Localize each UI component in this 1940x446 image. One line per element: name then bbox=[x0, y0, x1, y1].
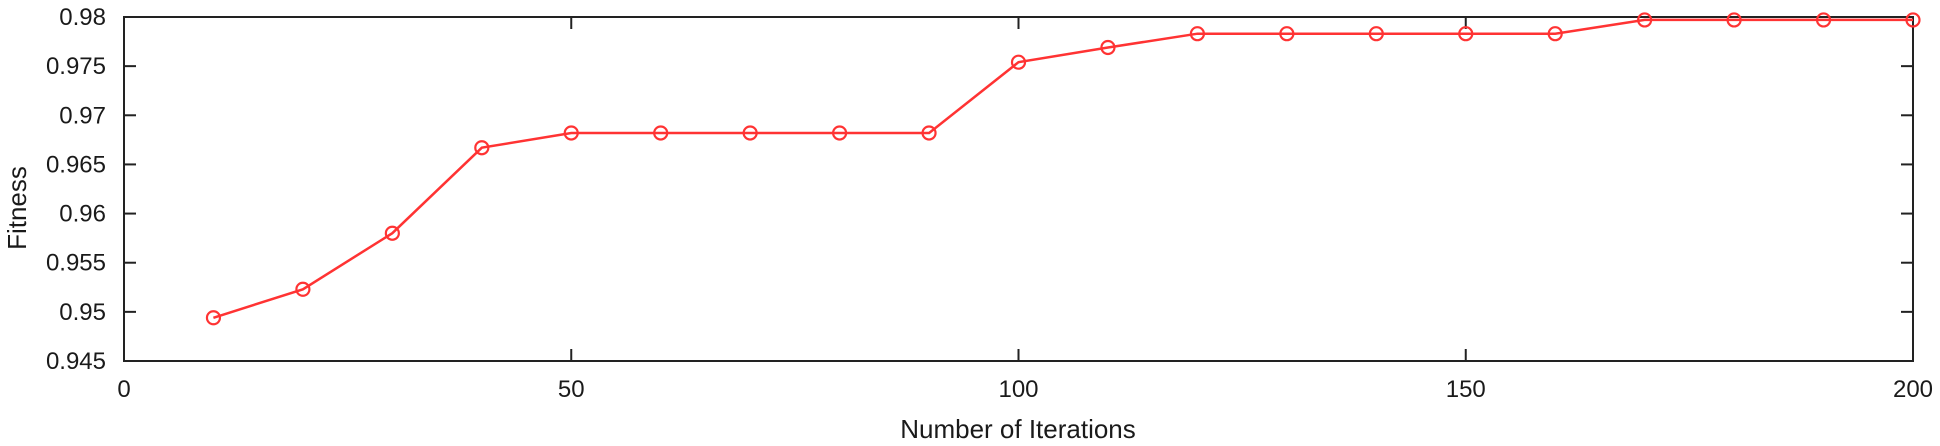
x-tick-label: 100 bbox=[998, 376, 1038, 403]
data-point-marker bbox=[1637, 12, 1653, 28]
y-tick-label: 0.975 bbox=[46, 53, 106, 80]
data-point-marker bbox=[1279, 26, 1295, 42]
data-point-marker bbox=[1726, 12, 1742, 28]
x-tick-label: 150 bbox=[1446, 376, 1486, 403]
data-point-marker bbox=[1368, 26, 1384, 42]
y-tick-label: 0.955 bbox=[46, 250, 106, 277]
y-tick-label: 0.945 bbox=[46, 348, 106, 375]
y-tick-label: 0.98 bbox=[59, 4, 106, 31]
data-point-marker bbox=[1458, 26, 1474, 42]
y-tick-label: 0.97 bbox=[59, 102, 106, 129]
data-point-marker bbox=[563, 125, 579, 141]
data-point-marker bbox=[1547, 26, 1563, 42]
data-point-marker bbox=[921, 125, 937, 141]
y-tick-label: 0.96 bbox=[59, 201, 106, 228]
y-tick-label: 0.965 bbox=[46, 151, 106, 178]
x-axis-label: Number of Iterations bbox=[900, 414, 1136, 444]
y-axis-label: Fitness bbox=[2, 166, 32, 250]
data-point-marker bbox=[1189, 26, 1206, 42]
x-tick-label: 50 bbox=[558, 376, 585, 403]
series-line bbox=[213, 18, 1913, 319]
data-point-marker bbox=[1100, 39, 1116, 56]
data-point-marker bbox=[1905, 12, 1921, 28]
data-point-marker bbox=[742, 125, 758, 141]
data-point-marker bbox=[295, 281, 311, 297]
data-point-marker bbox=[653, 125, 669, 141]
data-point-marker bbox=[205, 310, 222, 326]
data-point-marker bbox=[1010, 54, 1027, 70]
data-point-marker bbox=[474, 140, 490, 156]
data-point-marker bbox=[384, 225, 400, 241]
x-tick-label: 200 bbox=[1893, 376, 1933, 403]
x-tick-label: 0 bbox=[117, 376, 130, 403]
data-point-marker bbox=[1815, 12, 1832, 28]
y-tick-label: 0.95 bbox=[59, 299, 106, 326]
data-point-marker bbox=[831, 125, 848, 141]
